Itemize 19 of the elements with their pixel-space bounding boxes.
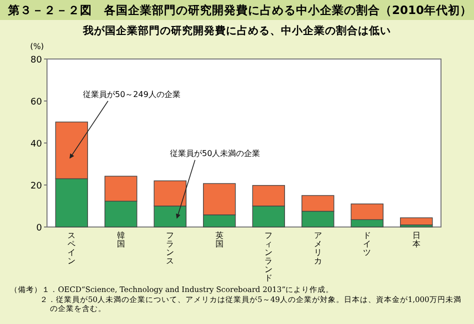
chart-title: 第３－２－２図 各国企業部門の研究開発費に占める中小企業の割合（2010年代初） — [0, 0, 474, 20]
x-tick-label: ドイツ — [363, 231, 372, 257]
annotation: 従業員が50～249人の企業 — [83, 90, 180, 99]
y-tick-label: 0 — [36, 224, 42, 234]
x-tick-label: フランス — [166, 231, 174, 266]
x-tick-label: アメリカ — [314, 231, 322, 266]
y-tick-label: 60 — [30, 98, 42, 108]
x-tick-label: フィンランド — [264, 231, 273, 282]
x-tick-label: 日本 — [412, 231, 420, 248]
y-tick-label: 20 — [30, 182, 42, 192]
y-axis-title: (%) — [30, 42, 44, 51]
y-tick-label: 40 — [30, 140, 42, 150]
x-tick-label: 英国 — [215, 231, 224, 248]
x-tick-label: 韓国 — [116, 231, 125, 248]
x-tick-label: スペイン — [68, 231, 76, 266]
annotation: 従業員が50人未満の企業 — [170, 149, 260, 158]
y-tick-label: 80 — [30, 56, 42, 66]
bar — [400, 217, 433, 226]
chart-subtitle: 我が国企業部門の研究開発費に占める、中小企業の割合は低い — [82, 24, 392, 38]
